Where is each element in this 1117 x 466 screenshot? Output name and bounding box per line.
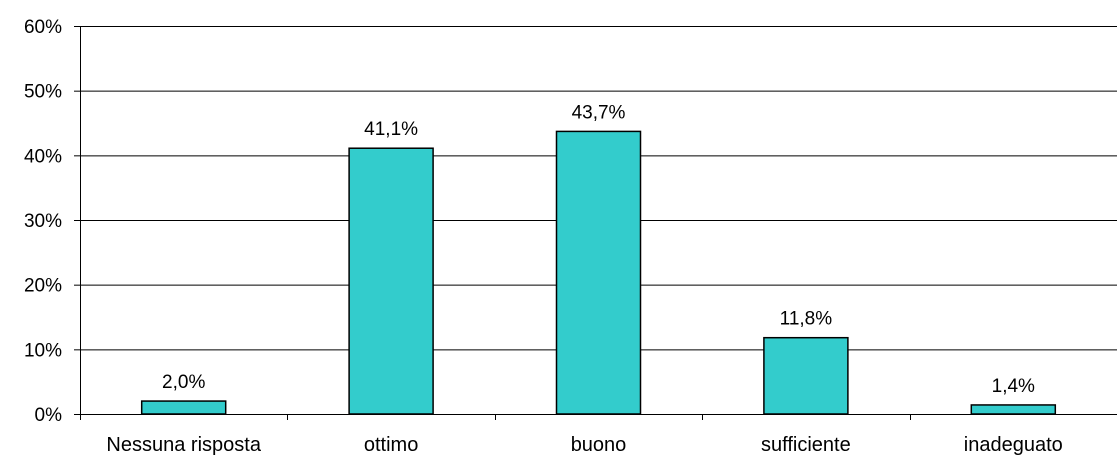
data-label: 11,8% [780,309,833,330]
axes [74,26,1117,420]
x-tick-label: Nessuna risposta [106,434,261,456]
x-tick-labels: Nessuna risposta ottimo buono sufficiente in… [106,434,1062,456]
y-tick-label: 50% [24,82,62,103]
data-labels: 2,0% 41,1% 43,7% 11,8% 1,4% [162,102,1035,397]
y-tick-label: 30% [24,211,62,232]
bar [763,336,849,415]
data-label: 43,7% [572,102,626,123]
data-label: 1,4% [992,376,1035,397]
bar [348,147,434,415]
x-tick-label: ottimo [364,434,418,456]
y-tick-labels: 0% 10% 20% 30% 40% 50% 60% [24,17,62,426]
bar [970,404,1057,415]
data-label: 41,1% [364,119,418,140]
x-tick-label: buono [571,434,627,456]
bars [140,130,1057,415]
data-label: 2,0% [162,372,205,393]
bar [555,130,642,415]
y-tick-label: 20% [24,276,62,297]
bar [140,400,227,415]
x-tick-label: sufficiente [761,434,851,456]
y-tick-label: 40% [24,146,62,167]
x-tick-label: inadeguato [964,434,1063,456]
y-tick-label: 10% [24,340,62,361]
y-tick-label: 60% [24,17,62,38]
y-tick-label: 0% [35,405,63,426]
